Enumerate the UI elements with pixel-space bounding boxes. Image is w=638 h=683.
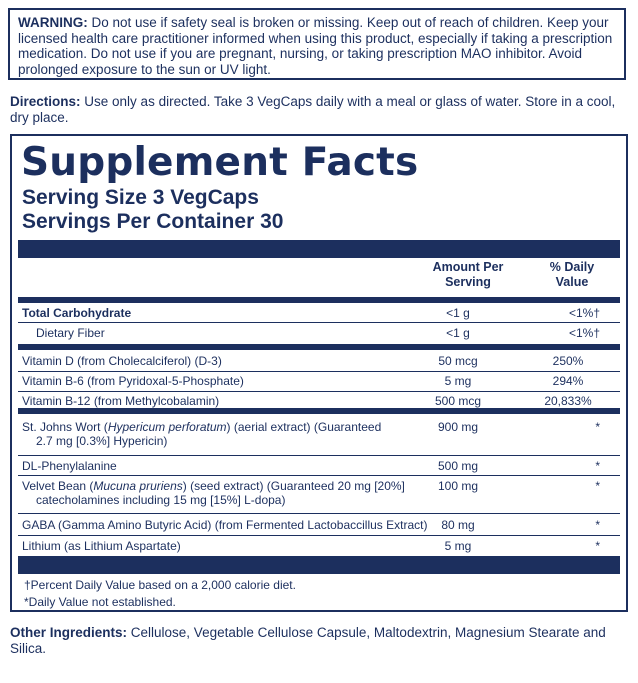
nutrient-amount: 5 mg bbox=[444, 539, 472, 553]
table-row: Total Carbohydrate <1 g <1%† bbox=[18, 306, 620, 320]
nutrient-dv: 20,833% bbox=[544, 394, 592, 408]
row-divider bbox=[18, 391, 620, 392]
table-row: Vitamin D (from Cholecalciferol) (D-3) 5… bbox=[18, 354, 620, 368]
nutrient-dv: 250% bbox=[552, 354, 584, 368]
table-row: Velvet Bean (Mucuna pruriens) (seed extr… bbox=[18, 479, 620, 509]
nutrient-dv: * bbox=[595, 420, 600, 434]
table-row: DL-Phenylalanine 500 mg * bbox=[18, 459, 620, 473]
nutrient-amount: 50 mcg bbox=[438, 354, 478, 368]
nutrient-name: Vitamin B-6 (from Pyridoxal-5-Phosphate) bbox=[22, 374, 244, 388]
serving-size: Serving Size 3 VegCaps bbox=[22, 186, 259, 209]
nutrient-dv: <1%† bbox=[568, 326, 600, 340]
nutrient-name: DL-Phenylalanine bbox=[22, 459, 117, 473]
nutrient-name: Lithium (as Lithium Aspartate) bbox=[22, 539, 181, 553]
facts-title: Supplement Facts bbox=[21, 140, 419, 185]
table-row: GABA (Gamma Amino Butyric Acid) (from Fe… bbox=[18, 518, 620, 532]
supplement-facts-panel: Supplement Facts Serving Size 3 VegCaps … bbox=[10, 134, 628, 612]
warning-text: Do not use if safety seal is broken or m… bbox=[18, 15, 613, 77]
nutrient-amount: 900 mg bbox=[437, 420, 479, 434]
other-ingredients: Other Ingredients: Cellulose, Vegetable … bbox=[10, 625, 630, 656]
thick-divider bbox=[18, 297, 620, 303]
col-dv-header: % Daily Value bbox=[549, 260, 595, 289]
row-divider bbox=[18, 455, 620, 456]
nutrient-name: St. Johns Wort (Hypericum perforatum) (a… bbox=[22, 420, 382, 448]
nutrient-amount: 500 mg bbox=[437, 459, 479, 473]
table-row: St. Johns Wort (Hypericum perforatum) (a… bbox=[18, 420, 620, 450]
col-amount-header: Amount Per Serving bbox=[432, 260, 504, 289]
table-row: Lithium (as Lithium Aspartate) 5 mg * bbox=[18, 539, 620, 553]
table-row: Vitamin B-12 (from Methylcobalamin) 500 … bbox=[18, 394, 620, 408]
nutrient-dv: 294% bbox=[552, 374, 584, 388]
nutrient-amount: 100 mg bbox=[437, 479, 479, 493]
other-ingredients-label: Other Ingredients: bbox=[10, 625, 128, 640]
nutrient-name: Total Carbohydrate bbox=[22, 306, 132, 320]
servings-per-container: Servings Per Container 30 bbox=[22, 210, 284, 233]
thick-divider bbox=[18, 344, 620, 350]
nutrient-dv: * bbox=[595, 459, 600, 473]
directions: Directions: Use only as directed. Take 3… bbox=[10, 94, 630, 125]
nutrient-dv: * bbox=[595, 479, 600, 493]
nutrient-dv: * bbox=[595, 539, 600, 553]
row-divider bbox=[18, 475, 620, 476]
nutrient-name: GABA (Gamma Amino Butyric Acid) (from Fe… bbox=[22, 518, 428, 532]
table-row: Dietary Fiber <1 g <1%† bbox=[18, 326, 620, 340]
nutrient-amount: <1 g bbox=[446, 326, 470, 340]
footnote-dv-not-established: *Daily Value not established. bbox=[24, 595, 176, 609]
nutrient-amount: 80 mg bbox=[441, 518, 475, 532]
warning-box: WARNING: Do not use if safety seal is br… bbox=[8, 8, 626, 80]
nutrient-name: Velvet Bean (Mucuna pruriens) (seed extr… bbox=[22, 479, 405, 507]
other-ingredients-text: Cellulose, Vegetable Cellulose Capsule, … bbox=[10, 625, 606, 656]
nutrient-name: Vitamin B-12 (from Methylcobalamin) bbox=[22, 394, 220, 408]
directions-label: Directions: bbox=[10, 94, 81, 109]
directions-text: Use only as directed. Take 3 VegCaps dai… bbox=[10, 94, 616, 125]
header-bar bbox=[18, 240, 620, 258]
nutrient-amount: <1 g bbox=[446, 306, 470, 320]
footer-bar bbox=[18, 556, 620, 574]
nutrient-amount: 5 mg bbox=[444, 374, 472, 388]
thick-divider bbox=[18, 408, 620, 414]
row-divider bbox=[18, 322, 620, 323]
nutrient-dv: * bbox=[595, 518, 600, 532]
row-divider bbox=[18, 371, 620, 372]
nutrient-name: Vitamin D (from Cholecalciferol) (D-3) bbox=[22, 354, 222, 368]
row-divider bbox=[18, 535, 620, 536]
nutrient-name: Dietary Fiber bbox=[36, 326, 105, 340]
nutrient-amount: 500 mcg bbox=[434, 394, 482, 408]
warning-label: WARNING: bbox=[18, 15, 88, 30]
nutrient-dv: <1%† bbox=[568, 306, 600, 320]
table-row: Vitamin B-6 (from Pyridoxal-5-Phosphate)… bbox=[18, 374, 620, 388]
row-divider bbox=[18, 513, 620, 514]
footnote-percent-dv: †Percent Daily Value based on a 2,000 ca… bbox=[24, 578, 296, 592]
